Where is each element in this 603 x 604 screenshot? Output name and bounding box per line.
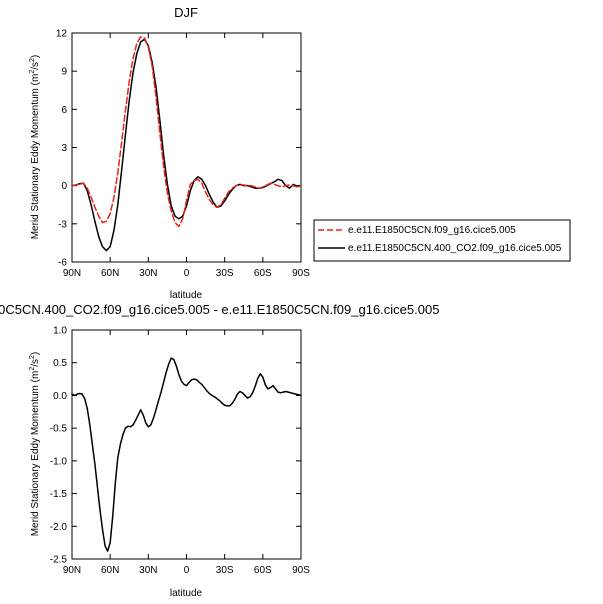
- top-y-tick-label: -3: [58, 219, 67, 230]
- bottom-y-tick-label: -0.5: [50, 424, 68, 435]
- bottom-y-tick-label: 1.0: [53, 326, 67, 337]
- legend-label-400co2: e.e11.E1850C5CN.400_CO2.f09_g16.cice5.00…: [348, 243, 562, 254]
- top-plot-frame: [71, 32, 302, 263]
- top-y-axis-title-mid: /s: [30, 62, 41, 70]
- bottom-x-tick-label: 90N: [63, 565, 81, 576]
- bottom-y-axis-title-end: ): [30, 352, 41, 355]
- top-y-axis-title-sup2: 2: [29, 58, 36, 62]
- top-x-tick-label: 0: [184, 268, 190, 279]
- top-y-tick-label: 6: [61, 105, 67, 116]
- top-x-tick-label: 30N: [139, 268, 157, 279]
- top-plot-title: DJF: [174, 5, 198, 20]
- bottom-x-tick-label: 0: [184, 565, 190, 576]
- bottom-x-tick-label: 30S: [216, 565, 234, 576]
- top-x-tick-label: 60S: [254, 268, 272, 279]
- bottom-x-tick-label: 30N: [139, 565, 157, 576]
- legend-box: [313, 219, 571, 262]
- bottom-y-axis-title-sup2: 2: [29, 355, 36, 359]
- top-y-tick-label: -6: [58, 258, 67, 269]
- bottom-y-tick-label: -1.5: [50, 489, 68, 500]
- top-y-axis-title-end: ): [30, 55, 41, 58]
- top-y-tick-label: 0: [61, 181, 67, 192]
- bottom-y-tick-label: -2.5: [50, 555, 68, 566]
- top-series-line-0: [71, 36, 302, 228]
- bottom-y-axis-title: Merid Stationary Eddy Momentum (m2/s2): [29, 352, 41, 537]
- top-y-axis-title-main: Merid Stationary Eddy Momentum (m: [30, 74, 41, 240]
- top-y-tick-label: 12: [56, 29, 68, 40]
- bottom-y-axis-title-mid: /s: [30, 359, 41, 367]
- top-y-axis-title-sup1: 2: [29, 70, 36, 74]
- bottom-plot-title: e.e11.E1850C5CN.400_CO2.f09_g16.cice5.00…: [0, 302, 439, 317]
- legend-label-control: e.e11.E1850C5CN.f09_g16.cice5.005: [348, 225, 516, 236]
- top-x-tick-label: 90N: [63, 268, 81, 279]
- bottom-y-axis-title-sup1: 2: [29, 367, 36, 371]
- bottom-x-tick-label: 60S: [254, 565, 272, 576]
- bottom-plot-area: 90N 60N 30N 0 30S 60S 90S -2.5 -2.0 -1.5 -1.0 -0.5 0…: [50, 326, 310, 577]
- bottom-y-tick-label: -1.0: [50, 456, 68, 467]
- top-y-tick-label: 3: [61, 143, 67, 154]
- bottom-x-axis-title: latitude: [170, 588, 203, 599]
- bottom-panel: e.e11.E1850C5CN.400_CO2.f09_g16.cice5.00…: [0, 302, 439, 599]
- bottom-plot-frame: [71, 329, 302, 560]
- bottom-x-tick-label: 60N: [101, 565, 119, 576]
- top-x-tick-label: 30S: [216, 268, 234, 279]
- top-x-axis-title: latitude: [170, 290, 203, 301]
- bottom-x-tick-label: 90S: [292, 565, 310, 576]
- bottom-y-tick-label: 0.0: [53, 391, 67, 402]
- top-x-tick-label: 60N: [101, 268, 119, 279]
- top-y-axis-title: Merid Stationary Eddy Momentum (m2/s2): [29, 55, 41, 240]
- top-panel: DJF 90N 60N 30N 0 30S 60S 90S -6 -3 0 3 6 9 12 latitu…: [29, 5, 310, 301]
- top-x-tick-label: 90S: [292, 268, 310, 279]
- top-series-line-1: [71, 38, 302, 252]
- legend: e.e11.E1850C5CN.f09_g16.cice5.005 e.e11.…: [313, 219, 571, 262]
- bottom-y-tick-label: -2.0: [50, 522, 68, 533]
- bottom-y-axis-title-main: Merid Stationary Eddy Momentum (m: [30, 371, 41, 537]
- bottom-series-line-0: [71, 357, 302, 552]
- bottom-y-tick-label: 0.5: [53, 358, 67, 369]
- top-plot-area: 90N 60N 30N 0 30S 60S 90S -6 -3 0 3 6 9 12: [56, 29, 310, 280]
- top-y-tick-label: 9: [61, 67, 67, 78]
